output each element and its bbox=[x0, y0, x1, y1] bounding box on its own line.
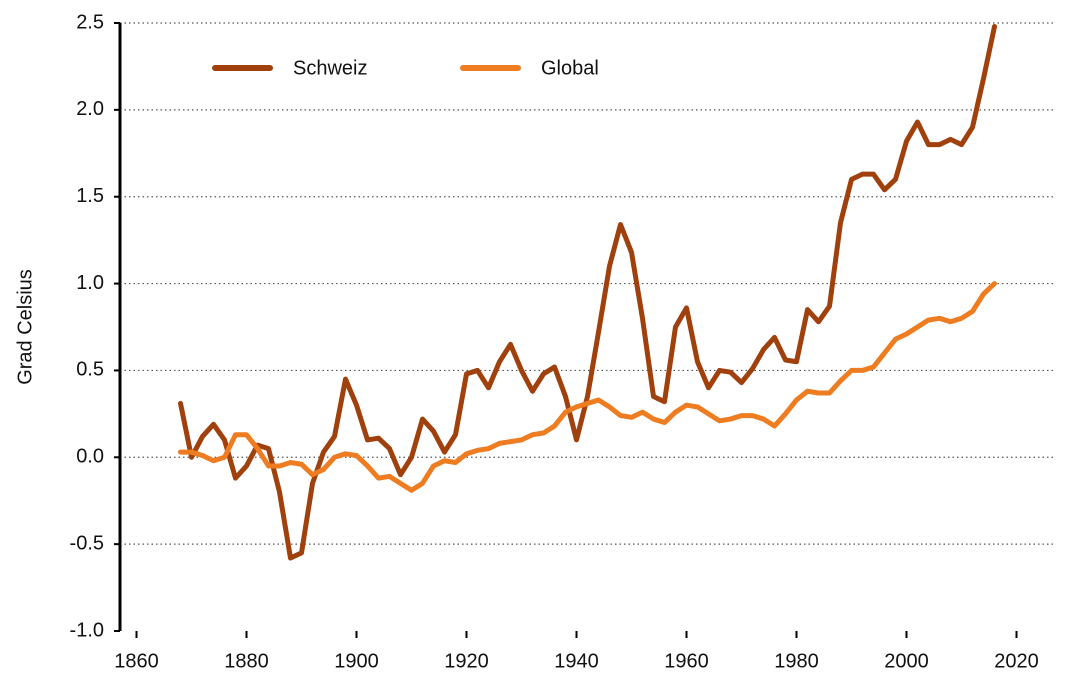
legend-label: Global bbox=[541, 57, 599, 79]
y-tick-label: -1.0 bbox=[70, 619, 104, 641]
series-line bbox=[178, 281, 997, 493]
x-tick-label: 1940 bbox=[554, 650, 599, 672]
y-axis-label: Grad Celsius bbox=[14, 269, 36, 385]
y-tick-label: 0.5 bbox=[76, 359, 104, 381]
x-tick-label: 1980 bbox=[774, 650, 819, 672]
x-tick-label: 1900 bbox=[334, 650, 379, 672]
x-tick-label: 1960 bbox=[664, 650, 709, 672]
x-tick-label: 1860 bbox=[114, 650, 159, 672]
y-tick-label: 1.5 bbox=[76, 185, 104, 207]
series-line bbox=[178, 23, 997, 561]
y-tick-label: -0.5 bbox=[70, 532, 104, 554]
x-tick-label: 2020 bbox=[994, 650, 1039, 672]
x-tick-label: 1880 bbox=[224, 650, 269, 672]
y-tick-label: 1.0 bbox=[76, 272, 104, 294]
legend-label: Schweiz bbox=[293, 57, 367, 79]
y-tick-label: 0.0 bbox=[76, 446, 104, 468]
x-tick-label: 1920 bbox=[444, 650, 489, 672]
y-tick-label: 2.0 bbox=[76, 98, 104, 120]
x-tick-label: 2000 bbox=[884, 650, 929, 672]
y-tick-label: 2.5 bbox=[76, 11, 104, 33]
